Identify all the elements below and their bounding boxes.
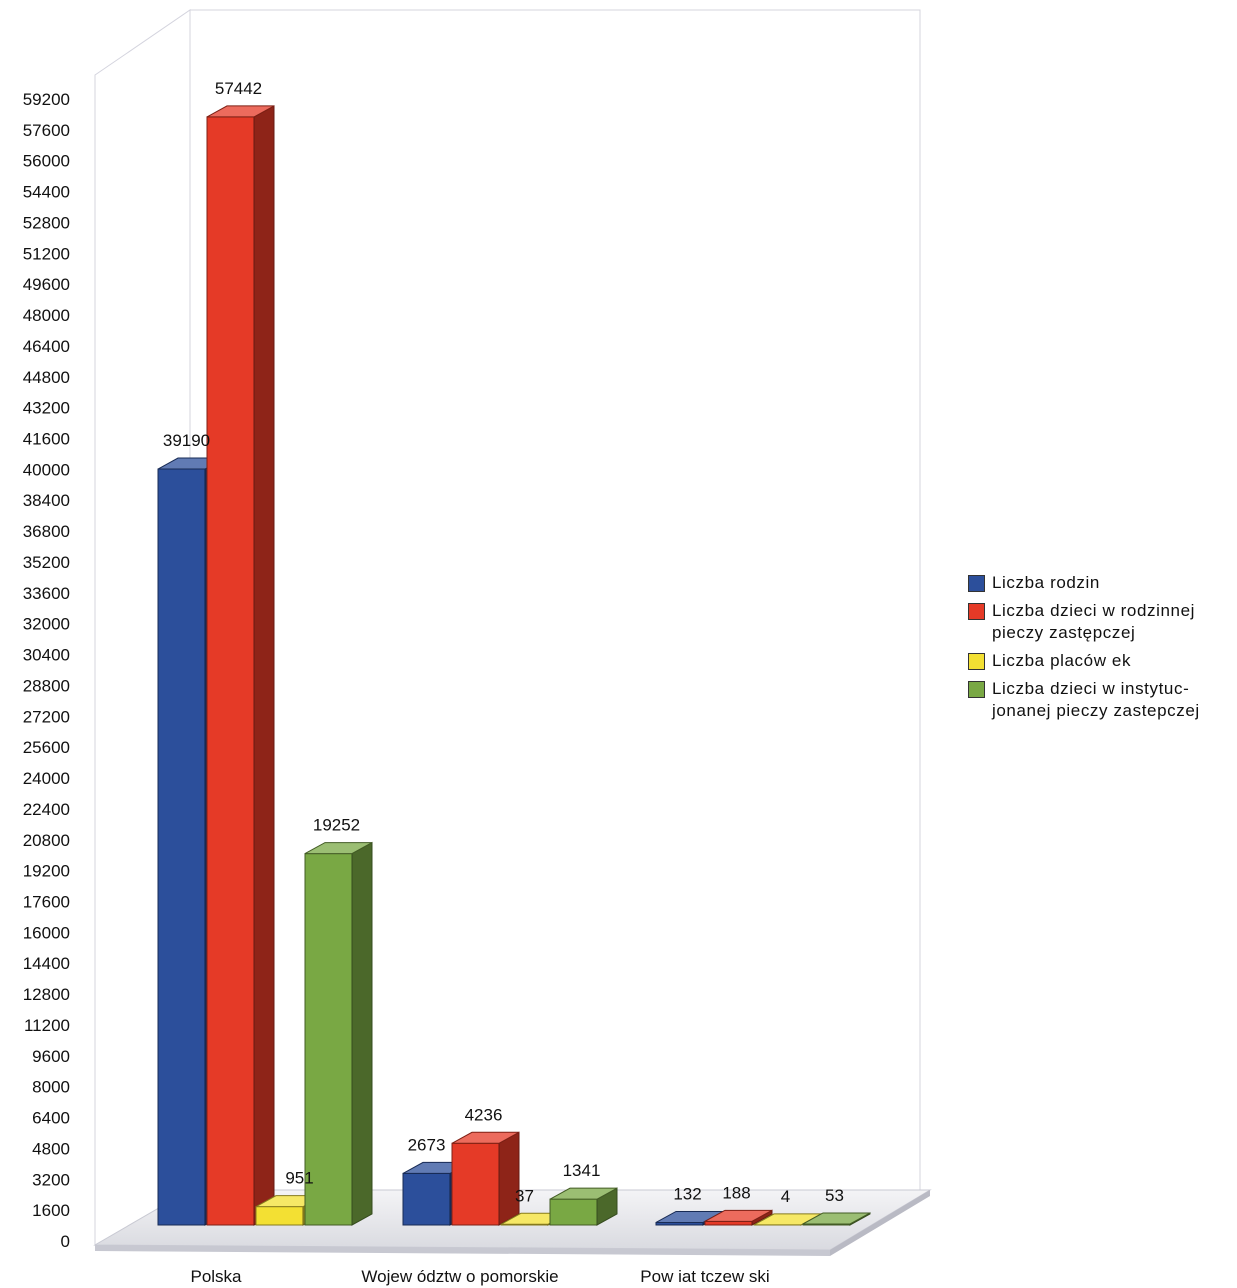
y-tick-label: 8000 xyxy=(32,1078,70,1097)
data-label: 188 xyxy=(722,1183,750,1202)
legend-item: Liczba dzieci w instytuc- jonanej pieczy… xyxy=(968,678,1236,722)
bar-top xyxy=(704,1209,773,1222)
y-tick-label: 40000 xyxy=(23,460,70,479)
y-tick-label: 14400 xyxy=(23,954,70,973)
y-tick-label: 25600 xyxy=(23,738,70,757)
y-tick-label: 35200 xyxy=(23,553,70,572)
legend-item: Liczba rodzin xyxy=(968,572,1236,594)
y-tick-label: 59200 xyxy=(23,90,70,109)
y-tick-label: 6400 xyxy=(32,1109,70,1128)
data-labels: 39190 57442 951 19252 2673 4236 37 1341 132 188 4 5… xyxy=(163,79,844,1206)
y-tick-label: 36800 xyxy=(23,522,70,541)
floor-edge xyxy=(95,1245,830,1256)
y-tick-label: 57600 xyxy=(23,121,70,140)
bar-top xyxy=(206,105,275,118)
category-label: Wojew ództw o pomorskie xyxy=(361,1267,558,1286)
y-axis: 0 1600 3200 4800 6400 8000 9600 11200 12800 14400… xyxy=(23,90,70,1251)
y-tick-label: 54400 xyxy=(23,183,70,202)
data-label: 951 xyxy=(285,1169,313,1188)
y-tick-label: 48000 xyxy=(23,306,70,325)
data-label: 2673 xyxy=(408,1135,446,1154)
y-tick-label: 20800 xyxy=(23,831,70,850)
bar-front xyxy=(157,468,206,1226)
legend-label: Liczba placów ek xyxy=(992,651,1132,670)
bar-front xyxy=(206,116,255,1226)
back-wall xyxy=(189,9,921,1191)
y-tick-label: 12800 xyxy=(23,985,70,1004)
data-label: 37 xyxy=(515,1186,534,1205)
legend-item: Liczba dzieci w rodzinnej pieczy zastępc… xyxy=(968,600,1236,644)
data-label: 1341 xyxy=(563,1161,601,1180)
y-tick-label: 41600 xyxy=(23,430,70,449)
category-label: Pow iat tczew ski xyxy=(640,1267,769,1286)
data-label: 4236 xyxy=(465,1105,503,1124)
y-tick-label: 24000 xyxy=(23,769,70,788)
data-label: 4 xyxy=(781,1187,790,1206)
bar-top xyxy=(304,842,373,855)
bar xyxy=(206,105,275,1226)
y-tick-label: 9600 xyxy=(32,1047,70,1066)
y-tick-label: 19200 xyxy=(23,862,70,881)
bar-side xyxy=(498,1131,520,1226)
bar xyxy=(451,1131,520,1226)
data-label: 39190 xyxy=(163,431,210,450)
legend-swatch xyxy=(968,681,985,698)
bar-front xyxy=(255,1206,304,1226)
bar xyxy=(802,1212,871,1226)
y-tick-label: 3200 xyxy=(32,1170,70,1189)
y-tick-label: 22400 xyxy=(23,800,70,819)
data-label: 53 xyxy=(825,1186,844,1205)
bar-top xyxy=(802,1212,871,1225)
bar-side xyxy=(253,105,275,1226)
data-label: 57442 xyxy=(215,79,262,98)
category-labels: Polska Wojew ództw o pomorskie Pow iat tcz… xyxy=(190,1267,769,1286)
bar xyxy=(549,1187,618,1226)
bar-front xyxy=(549,1198,598,1226)
y-tick-label: 43200 xyxy=(23,399,70,418)
y-tick-label: 49600 xyxy=(23,275,70,294)
bar xyxy=(704,1209,773,1226)
y-tick-label: 51200 xyxy=(23,244,70,263)
bar-front xyxy=(704,1220,753,1226)
bar-front xyxy=(451,1142,500,1226)
y-tick-label: 56000 xyxy=(23,152,70,171)
legend-label: Liczba dzieci w instytuc- jonanej pieczy… xyxy=(992,679,1200,720)
legend-swatch xyxy=(968,575,985,592)
category-label: Polska xyxy=(190,1267,242,1286)
y-tick-label: 0 xyxy=(61,1232,70,1251)
data-label: 132 xyxy=(673,1185,701,1204)
y-tick-label: 38400 xyxy=(23,491,70,510)
bar xyxy=(304,841,373,1226)
y-tick-label: 1600 xyxy=(32,1201,70,1220)
bars xyxy=(157,105,871,1226)
bar-top xyxy=(549,1187,618,1200)
legend-item: Liczba placów ek xyxy=(968,650,1236,672)
y-tick-label: 17600 xyxy=(23,893,70,912)
y-tick-label: 11200 xyxy=(24,1016,70,1035)
bar-top xyxy=(451,1131,520,1144)
y-tick-label: 4800 xyxy=(32,1139,70,1158)
y-tick-label: 27200 xyxy=(23,707,70,726)
legend-label: Liczba rodzin xyxy=(992,573,1100,592)
y-tick-label: 46400 xyxy=(23,337,70,356)
y-tick-label: 52800 xyxy=(23,214,70,233)
legend-label: Liczba dzieci w rodzinnej pieczy zastępc… xyxy=(992,601,1196,642)
bar-front xyxy=(402,1172,451,1226)
y-tick-label: 30400 xyxy=(23,646,70,665)
data-label: 19252 xyxy=(313,816,360,835)
legend-swatch xyxy=(968,653,985,670)
y-tick-label: 16000 xyxy=(23,923,70,942)
legend: Liczba rodzin Liczba dzieci w rodzinnej p… xyxy=(968,572,1236,728)
y-tick-label: 33600 xyxy=(23,584,70,603)
legend-swatch xyxy=(968,603,985,620)
y-tick-label: 44800 xyxy=(23,368,70,387)
floor-edge-side xyxy=(830,1190,930,1256)
y-tick-label: 28800 xyxy=(23,676,70,695)
bar-side xyxy=(351,841,373,1226)
y-tick-label: 32000 xyxy=(23,615,70,634)
